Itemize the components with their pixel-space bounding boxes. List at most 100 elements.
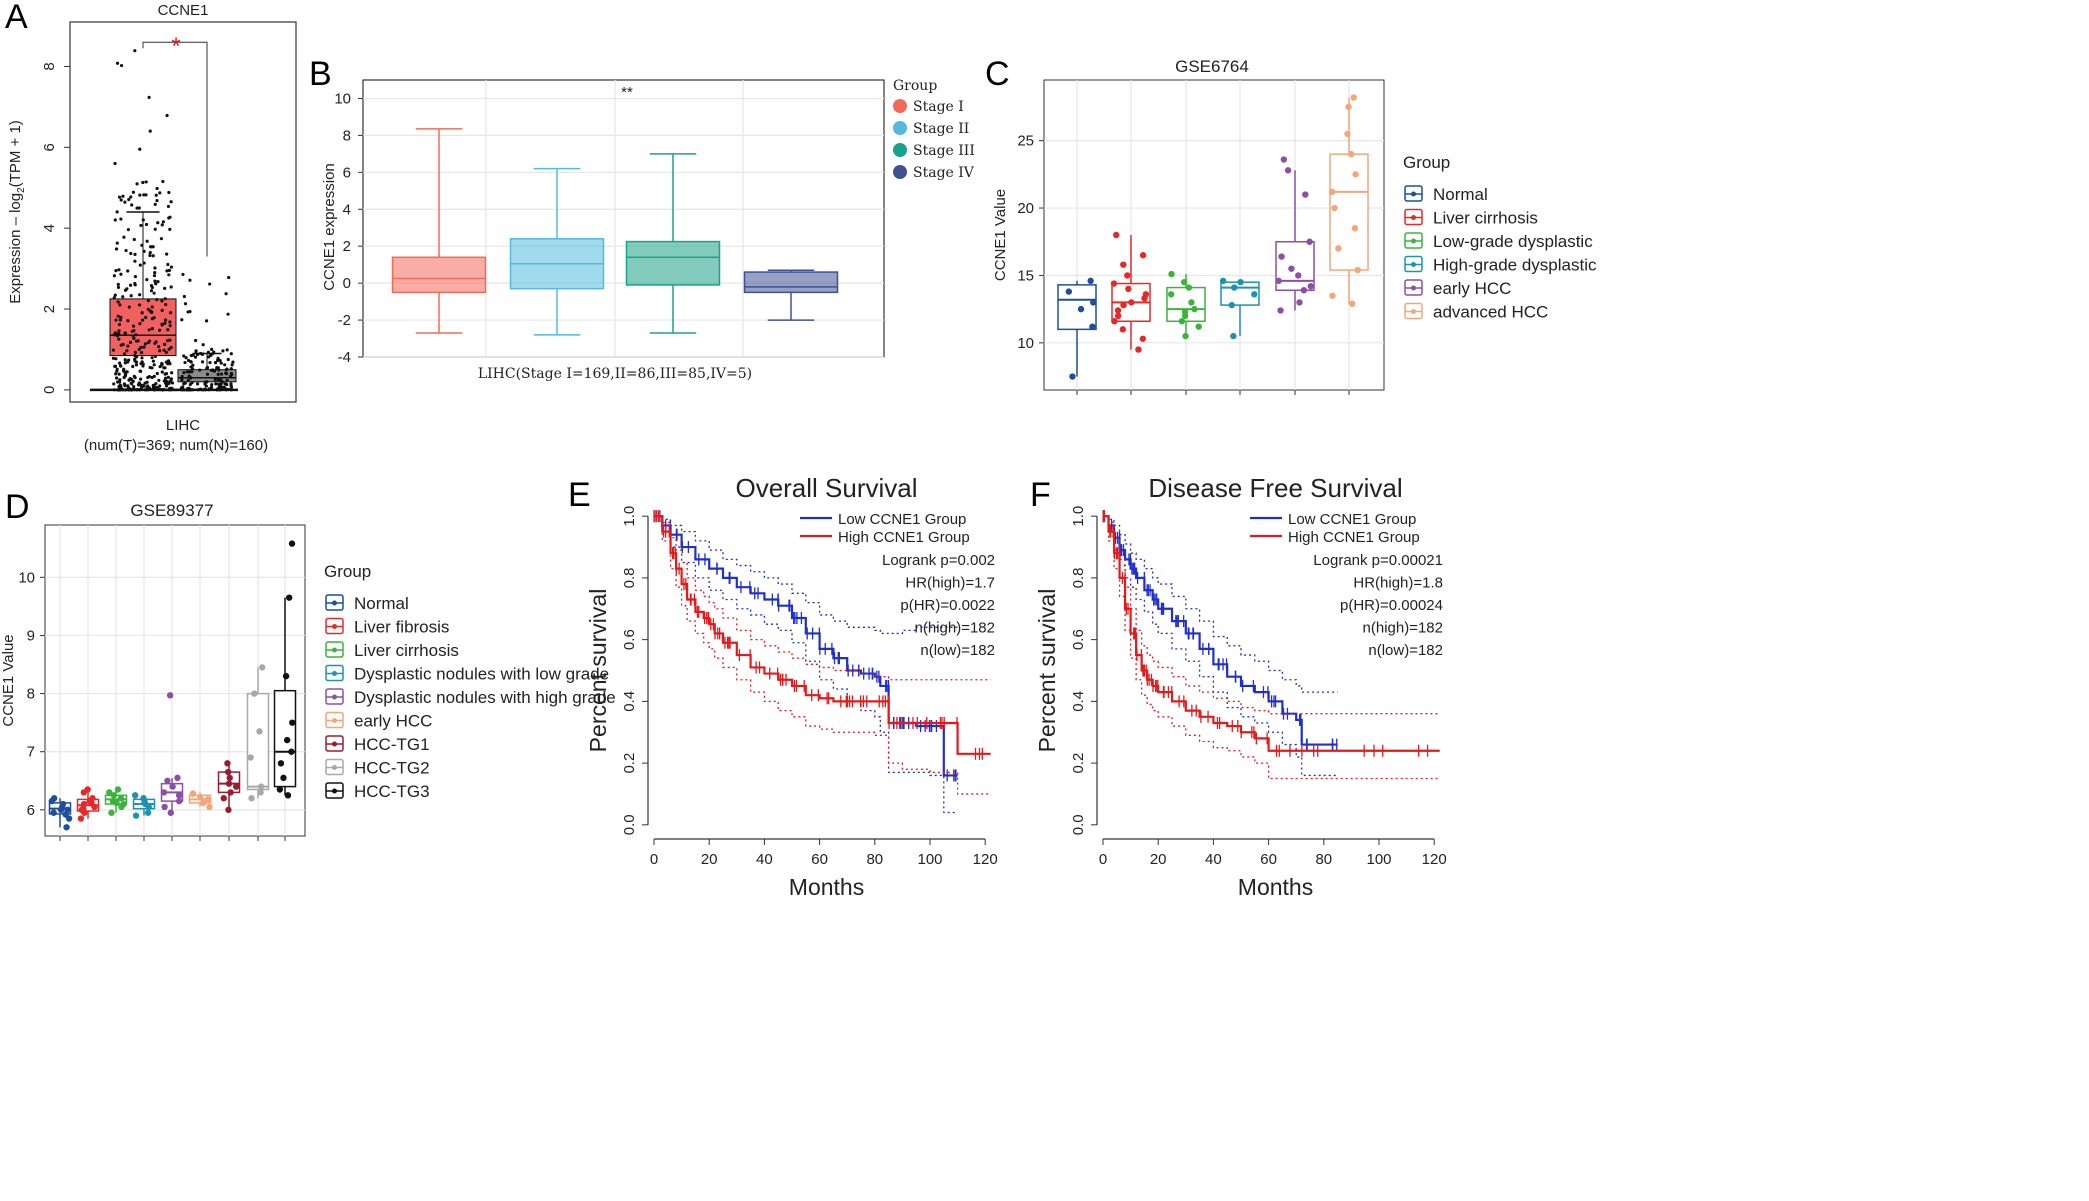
data-point (189, 790, 197, 797)
data-point (112, 296, 116, 300)
data-point (141, 364, 145, 368)
data-point (1167, 291, 1175, 298)
x-tick-label: 120 (1422, 851, 1447, 868)
data-point (147, 374, 152, 379)
data-point (117, 795, 125, 802)
data-point (223, 382, 227, 386)
data-point (180, 374, 184, 379)
legend-swatch-dot (332, 718, 337, 723)
data-point (221, 349, 225, 353)
data-point (116, 285, 121, 289)
data-point (288, 540, 296, 547)
data-point (229, 374, 233, 378)
data-point (1302, 191, 1309, 198)
data-point (163, 297, 167, 301)
legend-swatch-dot (1411, 215, 1416, 220)
legend-label: High-grade dysplastic (1433, 256, 1597, 275)
legend-item: advanced HCC (1404, 303, 1548, 322)
data-point (120, 800, 127, 808)
legend-label: advanced HCC (1433, 303, 1548, 322)
data-point (151, 245, 155, 249)
ci-upper (1103, 515, 1440, 715)
x-axis-sublabel: (num(T)=369; num(N)=160) (84, 437, 268, 454)
box-normal (48, 795, 73, 831)
legend-label: Normal (1433, 185, 1488, 204)
legend-swatch-dot (332, 788, 337, 794)
data-point (168, 311, 173, 315)
data-point (155, 388, 159, 392)
data-point (194, 338, 198, 343)
stat-text: Logrank p=0.002 (882, 552, 995, 569)
survival-curve (1103, 515, 1338, 746)
y-tick-label: 9 (27, 627, 35, 644)
data-point (136, 339, 140, 343)
data-point (112, 388, 116, 392)
data-point (150, 327, 155, 331)
data-point (1188, 299, 1195, 306)
data-point (163, 342, 167, 346)
data-point (115, 210, 119, 214)
data-point (164, 384, 169, 388)
data-point (133, 354, 137, 358)
legend-label: Liver cirrhosis (1433, 209, 1538, 228)
data-point (122, 235, 126, 239)
legend-title: Group (1403, 153, 1450, 172)
data-point (1111, 318, 1118, 325)
data-point (153, 266, 157, 270)
data-point (210, 352, 214, 356)
data-point (114, 786, 122, 793)
y-tick-label: 2 (41, 305, 58, 313)
data-point (1089, 323, 1096, 330)
legend-label: early HCC (1433, 279, 1511, 298)
y-tick-label: 10 (1017, 335, 1034, 352)
y-axis-label: CCNE1 Value (992, 189, 1009, 281)
data-point (1230, 332, 1237, 340)
data-point (226, 312, 230, 316)
data-point (138, 322, 142, 326)
data-point (223, 363, 227, 367)
data-point (231, 360, 235, 364)
data-point (127, 388, 131, 392)
data-point (118, 361, 122, 365)
series-high (1102, 510, 1440, 780)
data-point (147, 95, 151, 99)
data-point (1331, 204, 1338, 212)
data-point (164, 777, 171, 784)
y-axis-label: CCNE1 expression (321, 163, 338, 291)
data-point (144, 222, 149, 227)
data-point (285, 594, 293, 601)
data-point (224, 760, 231, 767)
plot-frame (69, 21, 297, 403)
legend-label: Dysplastic nodules with low grade (354, 665, 609, 684)
data-point (1113, 231, 1120, 239)
data-point (160, 789, 168, 796)
data-point (113, 218, 117, 222)
data-point (133, 274, 138, 279)
legend-swatch-dot (332, 600, 337, 606)
data-point (225, 348, 229, 352)
data-point (154, 193, 158, 197)
x-tick-label: 40 (756, 851, 773, 868)
data-point (77, 815, 85, 822)
box-stage-1 (391, 128, 487, 334)
data-point (132, 385, 136, 389)
data-point (145, 380, 149, 384)
data-point (135, 182, 139, 186)
data-point (88, 799, 95, 807)
data-point (160, 361, 164, 366)
y-tick-label: 0.0 (1070, 814, 1087, 835)
data-point (259, 664, 266, 671)
data-point (1110, 280, 1118, 287)
legend-swatch (893, 143, 907, 157)
y-tick-label: -2 (338, 312, 351, 329)
data-point (145, 277, 149, 282)
data-point (167, 216, 171, 220)
data-point (200, 388, 205, 392)
data-point (158, 349, 162, 353)
data-point (80, 805, 87, 812)
data-point (124, 248, 128, 253)
data-point (1284, 167, 1292, 174)
box-early-hcc (188, 790, 213, 811)
